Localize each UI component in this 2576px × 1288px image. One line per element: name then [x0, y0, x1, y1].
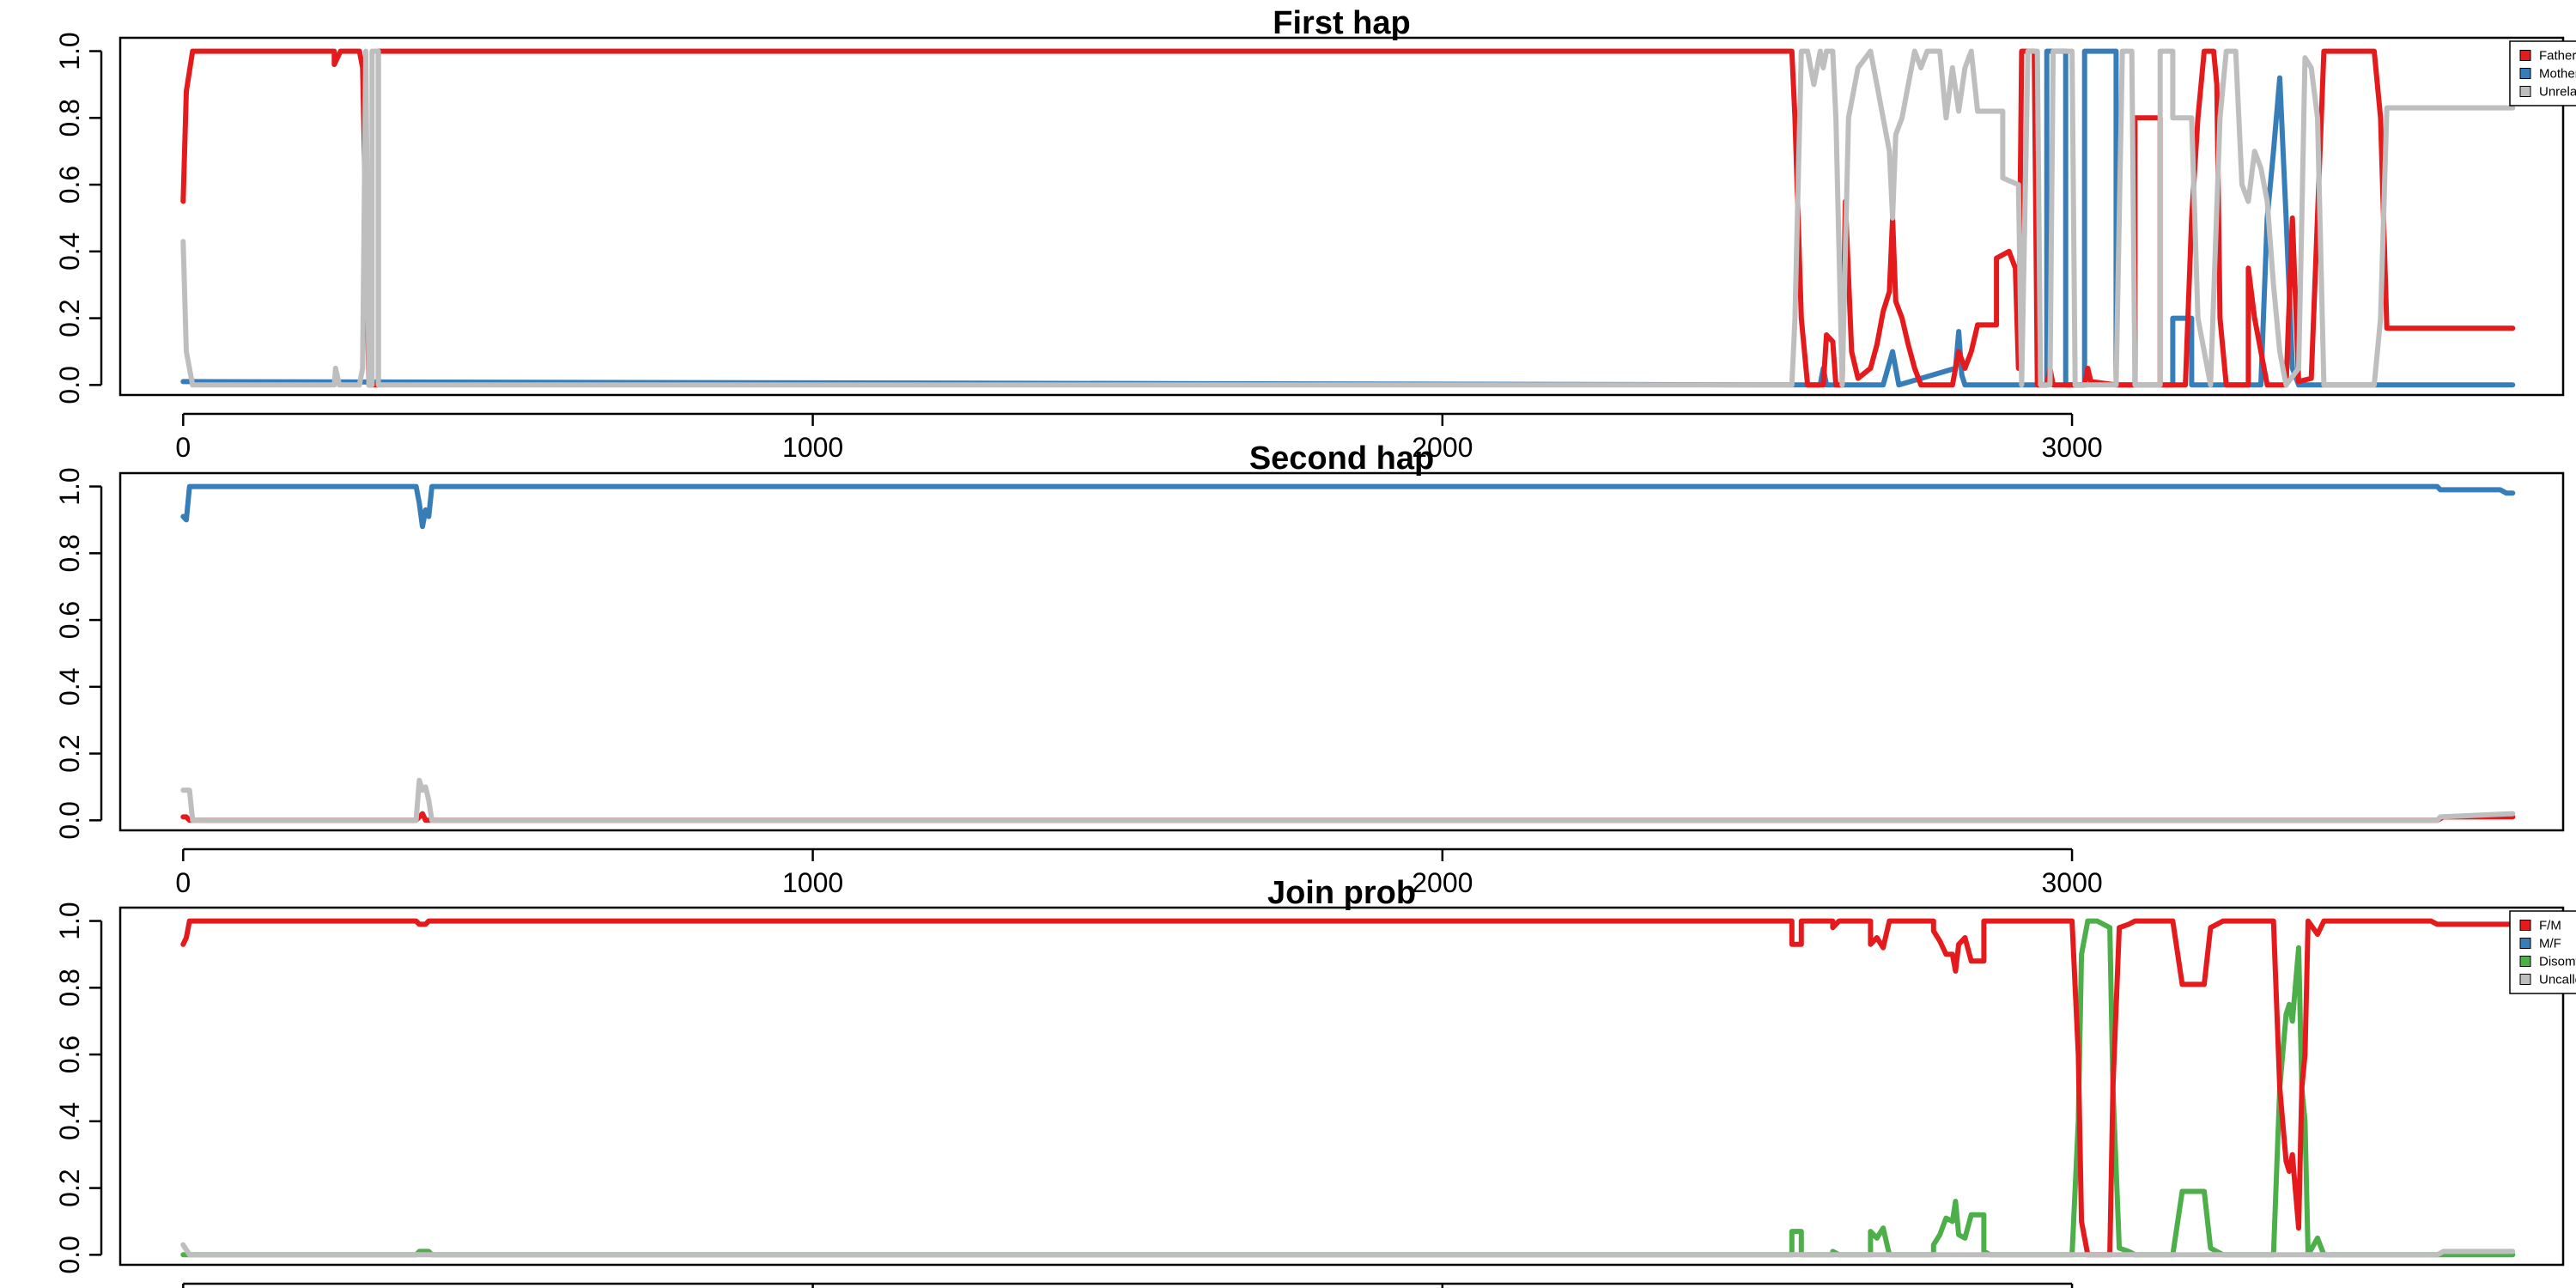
y-tick-label: 1.0 — [54, 902, 85, 939]
panel-first-hap: 0.0 0.2 0.4 0.6 0.8 1.0 0 1000 2000 3000 First hap… — [54, 5, 2576, 463]
x-tick-label: 0 — [175, 867, 191, 898]
legend-swatch-m-f — [2519, 938, 2531, 949]
y-tick-label: 0.2 — [54, 1169, 85, 1206]
y-tick-label: 0.0 — [54, 1236, 85, 1273]
legend-swatch-uncalled — [2519, 974, 2531, 985]
legend-swatch-disomy — [2519, 956, 2531, 967]
x-tick-label: 0 — [175, 432, 191, 463]
series-line-line-3 — [180, 777, 2516, 823]
series-line-disomy — [180, 918, 2516, 1258]
x-tick-label: 2000 — [1412, 432, 1473, 463]
panel-second-hap: 0.0 0.2 0.4 0.6 0.8 1.0 0 1000 2000 3000 Second ha… — [54, 440, 2565, 898]
legend-swatch-father — [2519, 50, 2531, 61]
y-tick-label: 0.0 — [54, 366, 85, 404]
y-tick-label: 0.0 — [54, 801, 85, 839]
x-tick-label: 2000 — [1412, 867, 1473, 898]
legend-swatch-mother — [2519, 68, 2531, 79]
legend-label-mother: Mother — [2539, 67, 2576, 82]
y-tick-label: 0.8 — [54, 534, 85, 572]
plot-frame — [118, 36, 2565, 397]
x-tick-label: 1000 — [782, 432, 843, 463]
y-tick-label: 0.2 — [54, 734, 85, 772]
y-tick-label: 0.6 — [54, 1036, 85, 1073]
legend-label-unrelated: Unrelated — [2539, 85, 2576, 100]
legend-label-m-f: M/F — [2539, 937, 2561, 951]
legend-swatch-unrelated — [2519, 86, 2531, 97]
legend: F/M M/F Disomy Uncalled — [2509, 910, 2576, 994]
y-tick-label: 1.0 — [54, 32, 85, 70]
series-line-father — [180, 48, 2516, 388]
panel-title: Second hap — [1249, 440, 1434, 477]
x-tick-label: 3000 — [2041, 867, 2102, 898]
y-tick-label: 0.4 — [54, 668, 85, 706]
series-line-uncalled — [180, 1242, 2516, 1258]
legend-label-father: Father — [2539, 49, 2576, 64]
series-line-unrelated — [180, 48, 2516, 388]
x-tick-label: 1000 — [782, 867, 843, 898]
y-tick-label: 0.8 — [54, 99, 85, 137]
y-tick-label: 0.6 — [54, 166, 85, 204]
y-tick-label: 0.2 — [54, 299, 85, 337]
legend-label-uncalled: Uncalled — [2539, 973, 2576, 987]
plot-frame — [118, 471, 2565, 832]
legend-swatch-f-m — [2519, 920, 2531, 931]
legend-label-disomy: Disomy — [2539, 955, 2576, 969]
y-tick-label: 1.0 — [54, 467, 85, 505]
panel-title: First hap — [1273, 5, 1410, 41]
panel-title: Join prob — [1267, 875, 1416, 911]
legend-label-f-m: F/M — [2539, 919, 2561, 933]
series-line-mother — [180, 48, 2516, 388]
y-tick-label: 0.4 — [54, 1103, 85, 1140]
panel-join-prob: 0.00.20.40.60.81.00100020003000Join prob… — [54, 875, 2576, 1288]
series-line-f-m — [180, 918, 2516, 1258]
x-tick-label: 3000 — [2041, 432, 2102, 463]
plot-frame — [118, 906, 2565, 1267]
series-line-line-1 — [180, 483, 2516, 530]
y-tick-label: 0.6 — [54, 601, 85, 639]
y-tick-label: 0.8 — [54, 969, 85, 1006]
legend: Father Mother Unrelated — [2509, 40, 2576, 106]
y-tick-label: 0.4 — [54, 233, 85, 270]
